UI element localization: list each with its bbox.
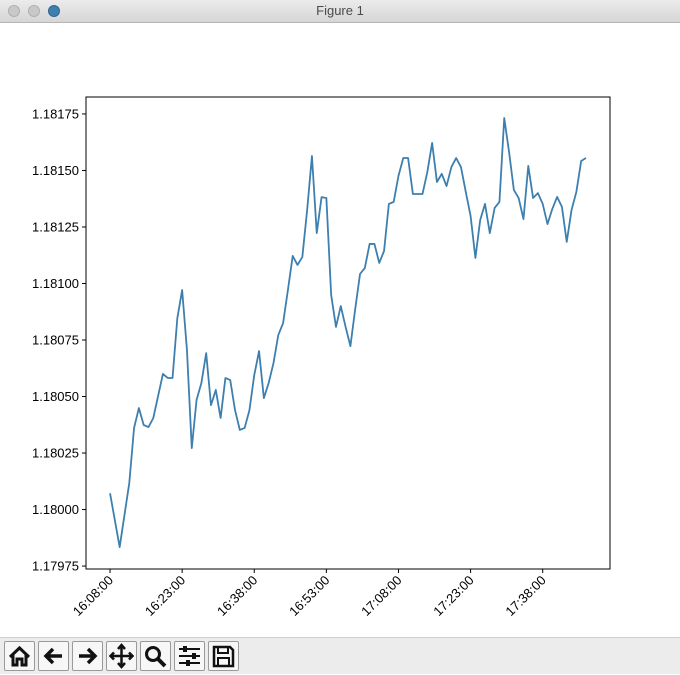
minimize-button[interactable]: [28, 5, 40, 17]
y-tick-label: 1.18100: [32, 276, 79, 291]
pan-button[interactable]: [106, 641, 137, 671]
y-tick-label: 1.18125: [32, 219, 79, 234]
chart: 1.17975 1.18000 1.18025 1.18050 1.18075 1.181…: [32, 96, 611, 619]
title-bar: Figure 1: [0, 0, 680, 23]
home-button[interactable]: [4, 641, 35, 671]
x-tick-label: 17:38:00: [502, 573, 548, 619]
save-button[interactable]: [208, 641, 239, 671]
y-tick-label: 1.17975: [32, 559, 79, 574]
y-tick-label: 1.18050: [32, 389, 79, 404]
x-tick-label: 16:38:00: [214, 573, 260, 619]
zoom-tool-button[interactable]: [140, 641, 171, 671]
data-line: [109, 117, 587, 548]
y-tick-label: 1.18000: [32, 502, 79, 517]
forward-button[interactable]: [72, 641, 103, 671]
y-tick-label: 1.18025: [32, 446, 79, 461]
y-tick-label: 1.18175: [32, 106, 79, 121]
x-tick-label: 17:23:00: [430, 573, 476, 619]
back-button[interactable]: [38, 641, 69, 671]
close-button[interactable]: [8, 5, 20, 17]
subplots-button[interactable]: [174, 641, 205, 671]
plot-frame: [85, 96, 611, 570]
y-tick-label: 1.18075: [32, 333, 79, 348]
x-tick-label: 16:53:00: [286, 573, 332, 619]
x-tick-label: 16:08:00: [70, 573, 116, 619]
x-tick-label: 17:08:00: [358, 573, 404, 619]
zoom-button[interactable]: [48, 5, 60, 17]
x-tick-label: 16:23:00: [142, 573, 188, 619]
window-title: Figure 1: [316, 3, 364, 18]
toolbar: [0, 637, 680, 674]
y-tick-label: 1.18150: [32, 163, 79, 178]
